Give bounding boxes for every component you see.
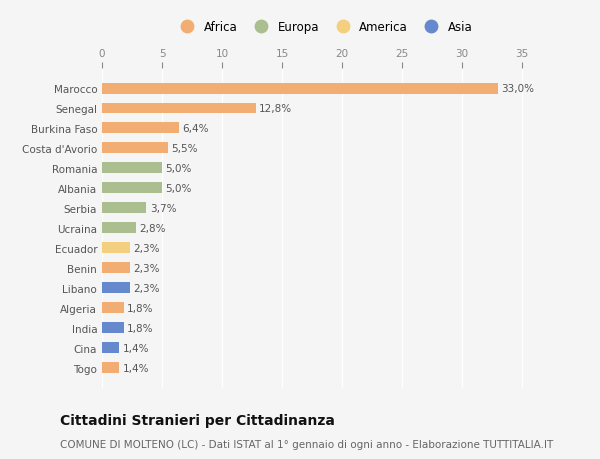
Bar [102,84,498,94]
Bar [102,143,168,154]
Text: 1,8%: 1,8% [127,323,154,333]
Legend: Africa, Europa, America, Asia: Africa, Europa, America, Asia [172,17,476,37]
Text: 5,0%: 5,0% [166,163,192,174]
Text: 2,3%: 2,3% [133,283,160,293]
Bar [102,302,124,313]
Bar [102,163,162,174]
Text: 1,4%: 1,4% [122,343,149,353]
Text: 12,8%: 12,8% [259,104,292,114]
Text: 5,0%: 5,0% [166,184,192,194]
Bar [102,243,130,254]
Bar [102,203,146,214]
Bar [102,123,179,134]
Text: 3,7%: 3,7% [150,203,176,213]
Text: 1,8%: 1,8% [127,303,154,313]
Bar [102,223,136,234]
Bar [102,283,130,294]
Bar [102,263,130,274]
Bar [102,363,119,373]
Text: COMUNE DI MOLTENO (LC) - Dati ISTAT al 1° gennaio di ogni anno - Elaborazione TU: COMUNE DI MOLTENO (LC) - Dati ISTAT al 1… [60,440,553,449]
Text: 33,0%: 33,0% [502,84,535,94]
Text: 2,8%: 2,8% [139,224,166,233]
Text: Cittadini Stranieri per Cittadinanza: Cittadini Stranieri per Cittadinanza [60,414,335,428]
Bar [102,103,256,114]
Text: 6,4%: 6,4% [182,124,209,134]
Text: 2,3%: 2,3% [133,263,160,273]
Text: 1,4%: 1,4% [122,363,149,373]
Bar [102,342,119,353]
Text: 2,3%: 2,3% [133,243,160,253]
Text: 5,5%: 5,5% [172,144,198,154]
Bar [102,323,124,334]
Bar [102,183,162,194]
